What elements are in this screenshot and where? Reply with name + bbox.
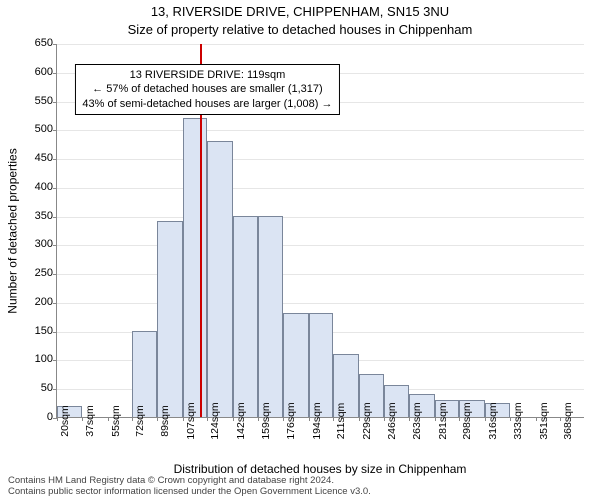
histogram-bar <box>157 221 183 417</box>
x-tick-label: 194sqm <box>309 402 323 439</box>
x-tick-label: 351sqm <box>536 402 550 439</box>
annotation-line1: 13 RIVERSIDE DRIVE: 119sqm <box>82 68 332 82</box>
x-tick-label: 176sqm <box>283 402 297 439</box>
x-tick-label: 20sqm <box>57 405 71 437</box>
y-tick-label: 150 <box>35 325 57 337</box>
annotation-line2: ← 57% of detached houses are smaller (1,… <box>82 82 332 96</box>
histogram-bar <box>183 118 208 417</box>
x-tick-label: 55sqm <box>108 405 122 437</box>
grid-line <box>57 245 584 246</box>
grid-line <box>57 303 584 304</box>
y-tick-label: 450 <box>35 152 57 164</box>
chart-title-line1: 13, RIVERSIDE DRIVE, CHIPPENHAM, SN15 3N… <box>0 4 600 19</box>
y-tick-label: 650 <box>35 37 57 49</box>
histogram-bar <box>233 216 258 417</box>
grid-line <box>57 274 584 275</box>
footer-attribution: Contains HM Land Registry data © Crown c… <box>8 476 592 498</box>
x-tick-label: 281sqm <box>435 402 449 439</box>
y-tick-label: 400 <box>35 181 57 193</box>
x-tick-label: 368sqm <box>560 402 574 439</box>
y-tick-label: 300 <box>35 238 57 250</box>
x-tick-label: 89sqm <box>157 405 171 437</box>
plot-area: 0501001502002503003504004505005506006501… <box>56 44 584 418</box>
annotation-box: 13 RIVERSIDE DRIVE: 119sqm← 57% of detac… <box>75 64 339 115</box>
x-tick-label: 333sqm <box>510 402 524 439</box>
x-tick-label: 263sqm <box>409 402 423 439</box>
x-tick-label: 246sqm <box>384 402 398 439</box>
y-tick-label: 100 <box>35 353 57 365</box>
grid-line <box>57 217 584 218</box>
x-tick-label: 124sqm <box>207 402 221 439</box>
property-size-chart: 13, RIVERSIDE DRIVE, CHIPPENHAM, SN15 3N… <box>0 0 600 500</box>
grid-line <box>57 44 584 45</box>
y-tick-label: 250 <box>35 267 57 279</box>
x-tick-label: 316sqm <box>485 402 499 439</box>
grid-line <box>57 188 584 189</box>
x-tick-label: 142sqm <box>233 402 247 439</box>
x-tick-label: 298sqm <box>459 402 473 439</box>
y-axis-label-text: Number of detached properties <box>6 148 20 313</box>
grid-line <box>57 159 584 160</box>
y-tick-label: 600 <box>35 66 57 78</box>
y-tick-label: 550 <box>35 95 57 107</box>
chart-title-line2: Size of property relative to detached ho… <box>0 22 600 37</box>
y-tick-label: 0 <box>47 411 57 423</box>
x-axis-label: Distribution of detached houses by size … <box>56 462 584 476</box>
x-tick-label: 107sqm <box>183 402 197 439</box>
x-tick-label: 72sqm <box>132 405 146 437</box>
x-tick-label: 211sqm <box>333 403 347 440</box>
grid-line <box>57 130 584 131</box>
y-axis-label: Number of detached properties <box>6 44 20 418</box>
x-tick-label: 159sqm <box>258 402 272 439</box>
y-tick-label: 350 <box>35 210 57 222</box>
annotation-line3: 43% of semi-detached houses are larger (… <box>82 97 332 111</box>
histogram-bar <box>207 141 233 417</box>
y-tick-label: 50 <box>41 382 57 394</box>
x-tick-label: 229sqm <box>359 402 373 439</box>
y-tick-label: 500 <box>35 123 57 135</box>
histogram-bar <box>258 216 283 417</box>
x-tick-label: 37sqm <box>82 405 96 437</box>
footer-line2: Contains public sector information licen… <box>8 487 592 498</box>
y-tick-label: 200 <box>35 296 57 308</box>
